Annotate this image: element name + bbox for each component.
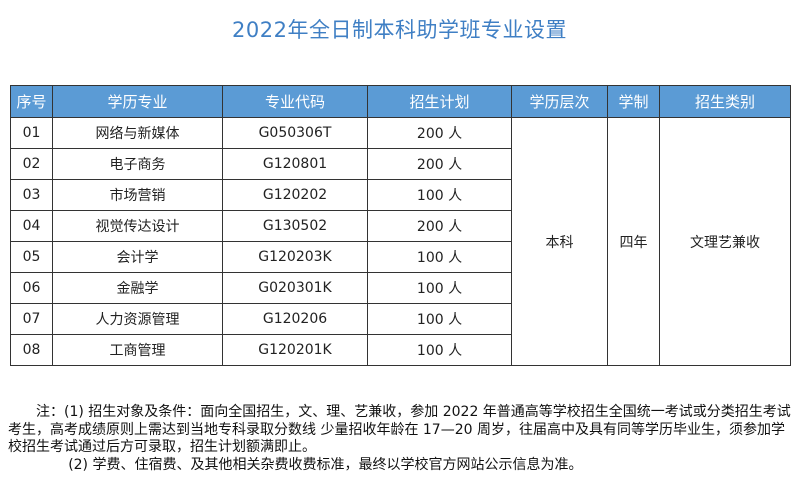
table-row: 01 网络与新媒体 G050306T 200 人本科 四年 文理艺兼收 <box>10 117 791 366</box>
table-cell: G130502 <box>222 210 368 242</box>
column-header: 学制 <box>607 85 660 118</box>
table-row: 08 工商管理 G120201K 100 人 <box>10 334 791 366</box>
table-cell: G050306T <box>222 117 368 149</box>
table-cell: 100 人 <box>367 272 512 304</box>
column-header: 序号 <box>10 85 53 118</box>
table-cell: 100 人 <box>367 179 512 211</box>
table-cell: 02 <box>10 148 53 180</box>
table-cell: 06 <box>10 272 53 304</box>
table-cell: 网络与新媒体 <box>52 117 223 149</box>
category-cell: 文理艺兼收 <box>659 117 791 366</box>
table-cell: G120201K <box>222 334 368 366</box>
table-row: 07 人力资源管理 G120206 100 人 <box>10 303 791 335</box>
duration-cell: 四年 <box>607 117 660 366</box>
column-header: 招生计划 <box>367 85 512 118</box>
table-cell: G120203K <box>222 241 368 273</box>
table-cell: 视觉传达设计 <box>52 210 223 242</box>
table-row: 05 会计学 G120203K 100 人 <box>10 241 791 273</box>
notes: 注：(1) 招生对象及条件：面向全国招生，文、理、艺兼收，参加 2022 年普通… <box>8 404 794 474</box>
majors-table: 序号 学历专业 专业代码 招生计划 学历层次 学制 招生类别 01 网络与新媒体 G050306… <box>10 85 791 366</box>
table-row: 03 市场营销 G120202 100 人 <box>10 179 791 211</box>
table-cell: 01 <box>10 117 53 149</box>
table-row: 06 金融学 G020301K 100 人 <box>10 272 791 304</box>
table-cell: 会计学 <box>52 241 223 273</box>
table-row: 04 视觉传达设计 G130502 200 人 <box>10 210 791 242</box>
column-header: 专业代码 <box>222 85 368 118</box>
table-cell: 电子商务 <box>52 148 223 180</box>
column-header: 学历层次 <box>511 85 608 118</box>
column-header: 学历专业 <box>52 85 223 118</box>
note-2: (2) 学费、住宿费、及其他相关杂费收费标准，最终以学校官方网站公示信息为准。 <box>68 456 583 473</box>
table-cell: 07 <box>10 303 53 335</box>
table-cell: 200 人 <box>367 148 512 180</box>
table-cell: 200 人 <box>367 210 512 242</box>
table-cell: 05 <box>10 241 53 273</box>
table-cell: 100 人 <box>367 241 512 273</box>
table-cell: 100 人 <box>367 334 512 366</box>
table-cell: G120206 <box>222 303 368 335</box>
table-row: 02 电子商务 G120801 200 人 <box>10 148 791 180</box>
column-header: 招生类别 <box>659 85 791 118</box>
table-cell: G120202 <box>222 179 368 211</box>
table-cell: 03 <box>10 179 53 211</box>
table-cell: G020301K <box>222 272 368 304</box>
note-1: 注：(1) 招生对象及条件：面向全国招生，文、理、艺兼收，参加 2022 年普通… <box>8 404 791 455</box>
table-cell: 金融学 <box>52 272 223 304</box>
page-title: 2022年全日制本科助学班专业设置 <box>232 18 567 42</box>
level-cell: 本科 <box>511 117 608 366</box>
table-cell: 人力资源管理 <box>52 303 223 335</box>
table-cell: 200 人 <box>367 117 512 149</box>
table-cell: 市场营销 <box>52 179 223 211</box>
table-header-row: 序号 学历专业 专业代码 招生计划 学历层次 学制 招生类别 <box>10 85 791 118</box>
table-cell: G120801 <box>222 148 368 180</box>
table-cell: 04 <box>10 210 53 242</box>
table-cell: 08 <box>10 334 53 366</box>
table-cell: 工商管理 <box>52 334 223 366</box>
table-cell: 100 人 <box>367 303 512 335</box>
